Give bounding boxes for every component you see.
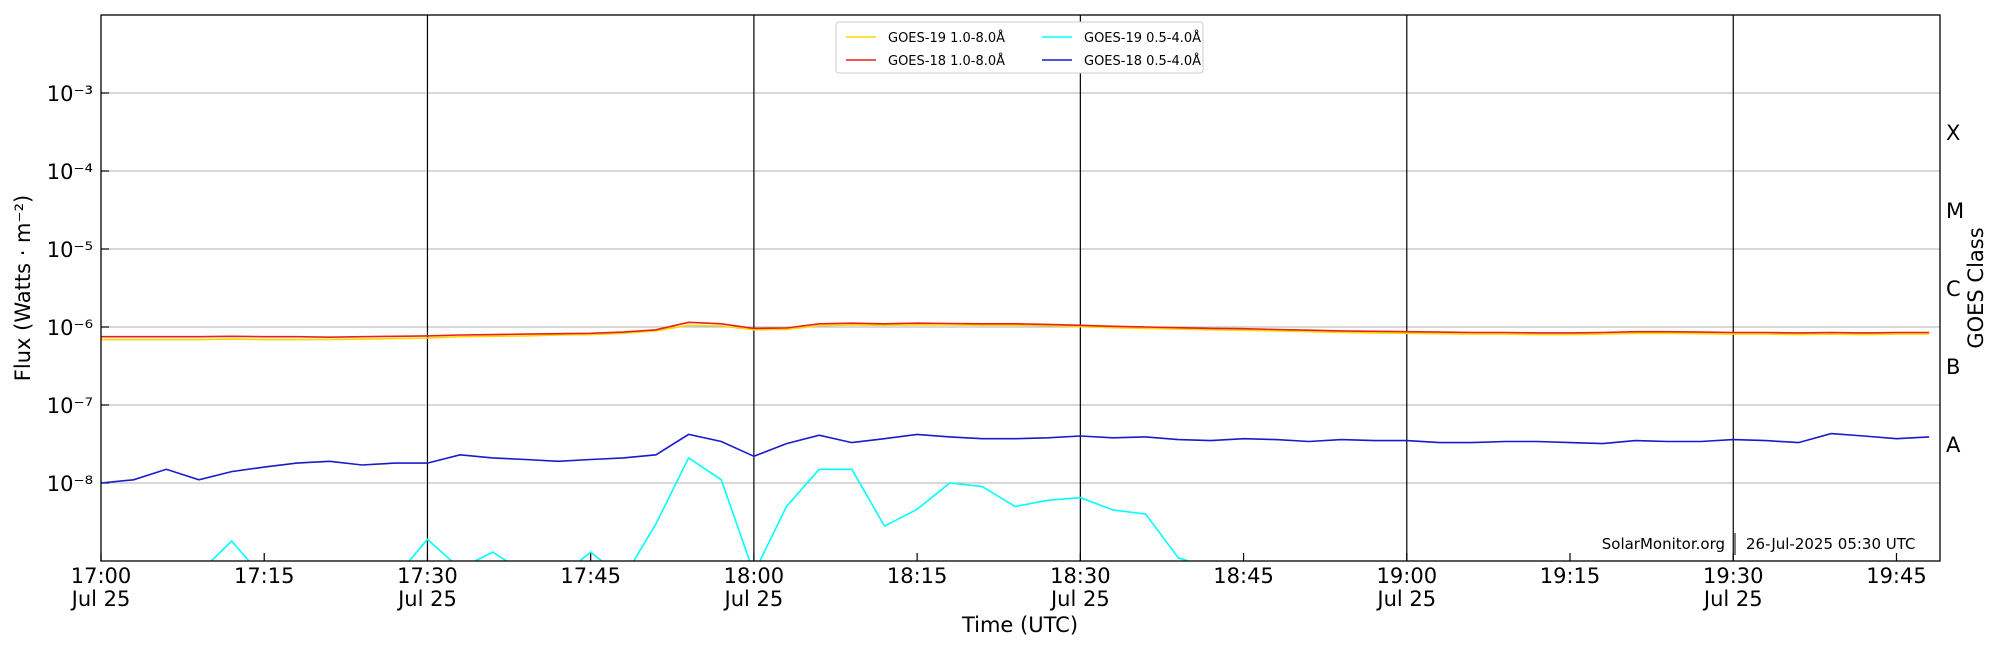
- y-tick-label: 10⁻⁴: [47, 160, 93, 184]
- y-tick-label: 10⁻⁸: [47, 472, 93, 496]
- x-tick-label: Jul 25: [396, 587, 457, 611]
- x-tick-label: 19:15: [1540, 564, 1601, 588]
- annotation: 26-Jul-2025 05:30 UTC: [1746, 535, 1916, 553]
- series-line: [101, 432, 1930, 484]
- x-tick-label: Jul 25: [1375, 587, 1436, 611]
- x-tick-label: Jul 25: [1049, 587, 1110, 611]
- x-tick-label: Jul 25: [70, 587, 131, 611]
- y-axis-title: Flux (Watts · m⁻²): [11, 195, 35, 381]
- y2-tick-label: M: [1946, 199, 1964, 223]
- y2-tick-label: X: [1946, 121, 1960, 145]
- legend-label: GOES-19 1.0-8.0Å: [888, 30, 1005, 46]
- x-tick-label: 17:15: [234, 564, 295, 588]
- legend-label: GOES-18 1.0-8.0Å: [888, 53, 1005, 69]
- x-tick-label: 19:45: [1866, 564, 1927, 588]
- x-tick-label: 18:30: [1050, 564, 1111, 588]
- series-line: [101, 324, 1930, 341]
- plot-frame: [100, 14, 1941, 562]
- y-tick-label: 10⁻⁵: [47, 238, 93, 262]
- y-tick-label: 10⁻³: [47, 82, 93, 106]
- x-tick-label: 18:15: [887, 564, 948, 588]
- x-tick-label: 18:45: [1213, 564, 1274, 588]
- x-tick-label: Jul 25: [1702, 587, 1763, 611]
- x-tick-label: 17:45: [560, 564, 621, 588]
- x-tick-label: 18:00: [724, 564, 785, 588]
- x-tick-label: Jul 25: [723, 587, 784, 611]
- y-tick-label: 10⁻⁶: [47, 316, 93, 340]
- x-axis-title: Time (UTC): [961, 613, 1078, 637]
- y2-tick-label: A: [1946, 433, 1961, 457]
- x-tick-label: 17:00: [71, 564, 132, 588]
- x-tick-label: 19:30: [1703, 564, 1764, 588]
- legend-label: GOES-18 0.5-4.0Å: [1084, 53, 1201, 69]
- y-tick-label: 10⁻⁷: [47, 394, 93, 418]
- plot-area: [101, 321, 1930, 561]
- y2-tick-label: C: [1946, 277, 1961, 301]
- series-line: [210, 456, 1191, 561]
- y2-tick-label: B: [1946, 355, 1960, 379]
- legend-box: [835, 21, 1204, 74]
- series-line: [101, 321, 1930, 339]
- y2-axis-title: GOES Class: [1964, 227, 1988, 348]
- legend-label: GOES-19 0.5-4.0Å: [1084, 30, 1201, 46]
- x-tick-label: 19:00: [1377, 564, 1438, 588]
- x-tick-label: 17:30: [397, 564, 458, 588]
- annotation: SolarMonitor.org: [1602, 535, 1725, 553]
